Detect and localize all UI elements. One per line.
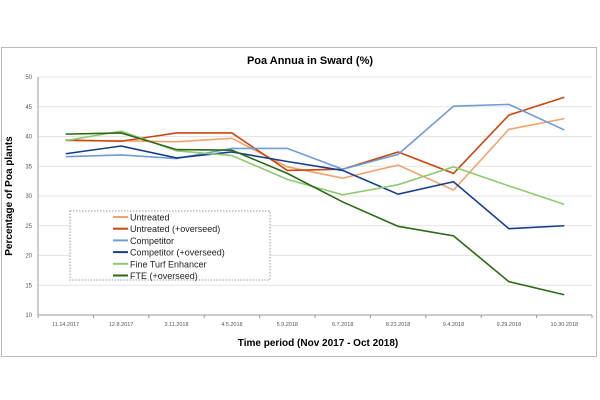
x-tick-label: 9.29.2018: [497, 322, 521, 328]
chart-title: Poa Annua in Sward (%): [247, 55, 373, 67]
x-tick-label: 10.30.2018: [551, 322, 579, 328]
series-line-3: [65, 145, 565, 230]
y-tick-label: 10: [25, 313, 32, 319]
x-tick-label: 9.4.2018: [443, 322, 464, 328]
legend-label: Competitor: [130, 236, 174, 246]
y-tick-label: 30: [25, 194, 32, 200]
legend-label: FTE (+overseed): [130, 271, 198, 281]
legend-box: [69, 210, 271, 281]
y-tick-label: 15: [25, 283, 32, 289]
legend-label: Fine Turf Enhancer: [130, 259, 207, 269]
x-tick-label: 11.14.2017: [52, 322, 79, 328]
y-tick-label: 45: [25, 105, 32, 111]
chart-frame: [1, 47, 597, 357]
y-tick-label: 25: [25, 224, 32, 230]
x-tick-label: 6.7.2018: [332, 322, 353, 328]
series-line-5: [65, 132, 565, 296]
y-tick-label: 20: [25, 254, 32, 260]
x-tick-label: 5.9.2018: [277, 322, 298, 328]
x-tick-label: 8.23.2018: [386, 322, 410, 328]
series-line-2: [65, 103, 565, 171]
y-tick-label: 35: [25, 164, 32, 170]
y-tick-label: 50: [25, 75, 32, 81]
y-tick-label: 40: [25, 135, 32, 141]
x-tick-label: 12.8.2017: [109, 322, 133, 328]
series-line-4: [65, 130, 565, 206]
legend-label: Untreated (+overseed): [130, 224, 220, 234]
y-axis-label: Percentage of Poa plants: [4, 136, 15, 256]
x-axis-label: Time period (Nov 2017 - Oct 2018): [238, 338, 398, 349]
x-tick-label: 4.5.2018: [221, 322, 242, 328]
legend-label: Untreated: [130, 213, 170, 223]
series-line-1: [65, 96, 565, 175]
x-tick-label: 3.11.2018: [164, 322, 188, 328]
legend-label: Competitor (+overseed): [130, 248, 225, 258]
